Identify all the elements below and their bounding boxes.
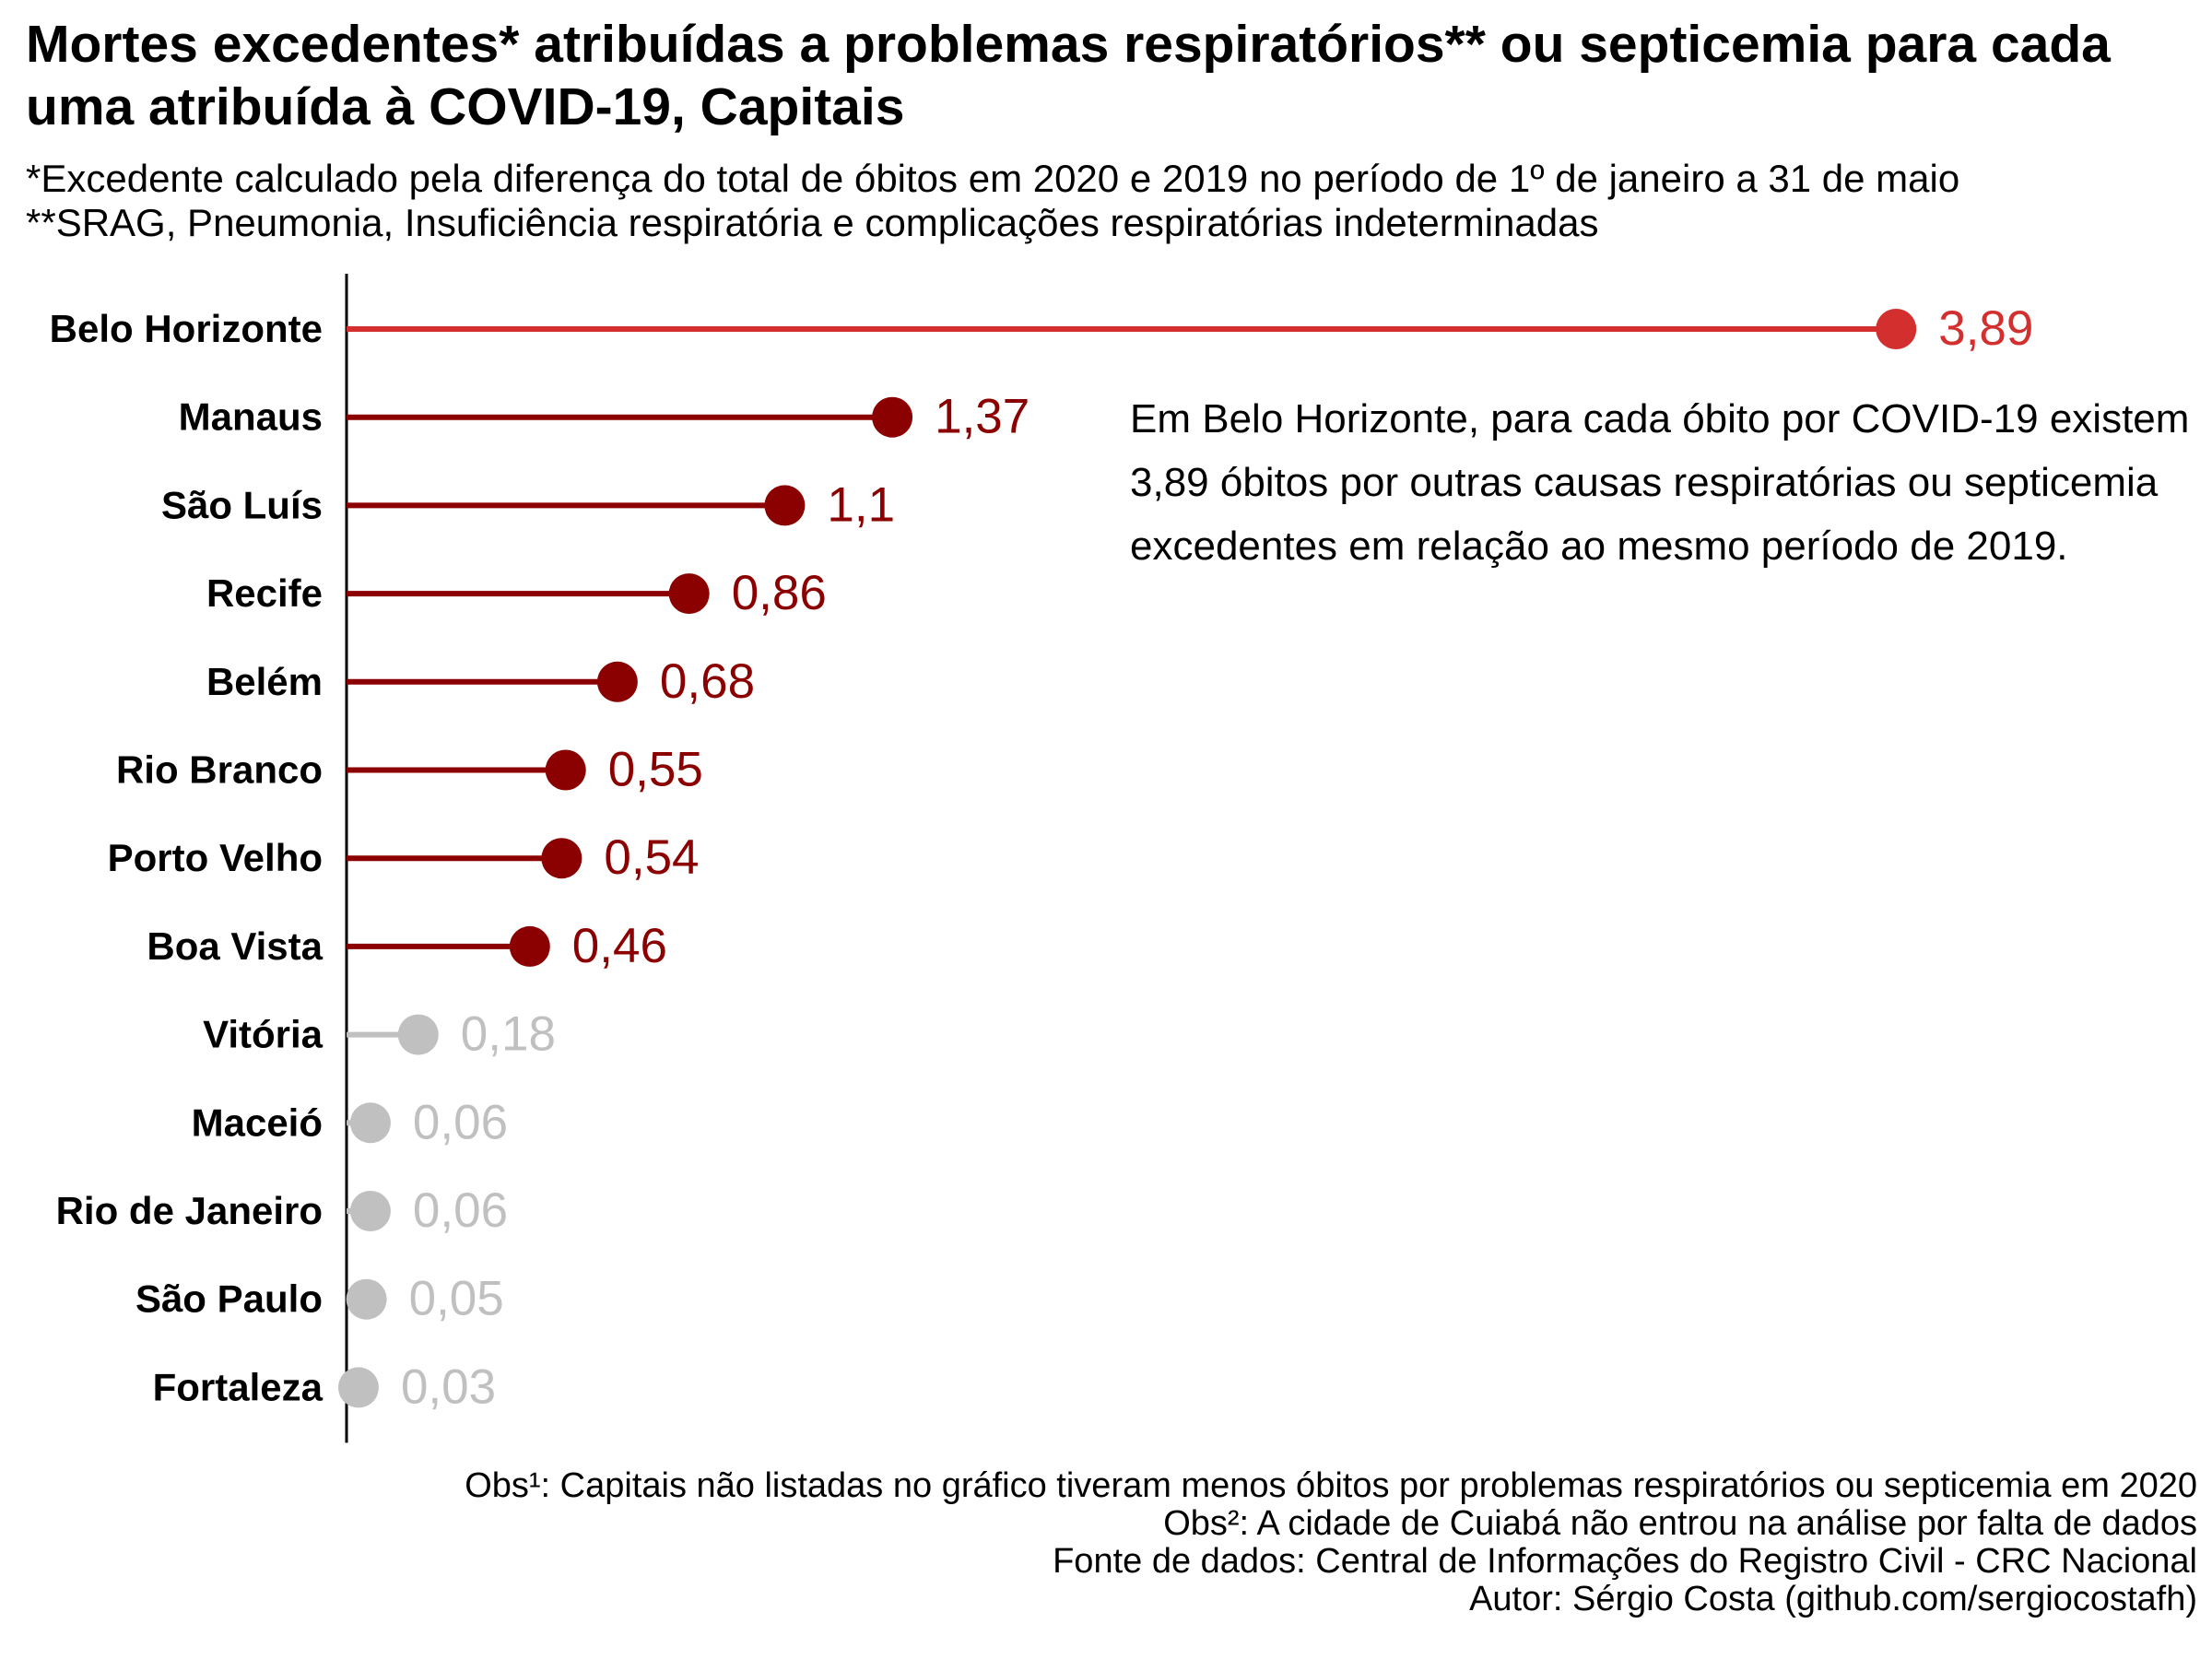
chart-title: Mortes excedentes* atribuídas a problema… — [26, 15, 2111, 136]
data-label: 0,55 — [608, 743, 703, 797]
data-label: 0,05 — [409, 1272, 504, 1326]
data-label: 0,86 — [732, 566, 827, 620]
chart-annotation: Em Belo Horizonte, para cada óbito por C… — [1130, 396, 2190, 569]
caption-line: Fonte de dados: Central de Informações d… — [1053, 1542, 2197, 1581]
category-tick-label: Belém — [206, 660, 323, 703]
data-label: 3,89 — [1938, 301, 2033, 356]
category-tick-label: Vitória — [203, 1013, 324, 1056]
lollipop-point — [349, 1102, 391, 1144]
category-tick-label: Rio de Janeiro — [56, 1189, 323, 1232]
data-label: 1,37 — [935, 390, 1030, 444]
caption-line: Obs²: A cidade de Cuiabá não entrou na a… — [1163, 1504, 2197, 1543]
lollipop-point — [346, 1278, 387, 1320]
category-tick-label: São Paulo — [135, 1277, 323, 1321]
lollipop-point — [764, 485, 806, 526]
lollipop-point — [509, 925, 550, 967]
category-tick-label: São Luís — [161, 483, 323, 526]
lollipop-point — [337, 1367, 379, 1408]
lollipop-point — [668, 573, 710, 615]
subtitle-line: *Excedente calculado pela diferença do t… — [26, 157, 1960, 200]
data-label: 0,03 — [401, 1359, 496, 1414]
lollipop-point — [349, 1191, 391, 1231]
lollipop-point — [1876, 309, 1917, 349]
data-label: 0,06 — [413, 1183, 508, 1238]
data-label: 0,18 — [461, 1007, 556, 1062]
subtitle-line: **SRAG, Pneumonia, Insuficiência respira… — [26, 201, 1599, 244]
data-label: 1,1 — [827, 477, 895, 532]
lollipop-chart: 3,89 Belo Horizonte 1,37 Manaus 1,1 São Luís 0… — [50, 274, 2033, 1443]
category-tick-label: Porto Velho — [108, 836, 323, 879]
category-tick-label: Fortaleza — [153, 1365, 324, 1408]
caption-line: Autor: Sérgio Costa (github.com/sergioco… — [1469, 1580, 2197, 1618]
chart-subtitle: *Excedente calculado pela diferença do t… — [26, 157, 2201, 245]
category-tick-label: Maceió — [192, 1100, 323, 1144]
caption-line: Obs¹: Capitais não listadas no gráfico t… — [465, 1466, 2197, 1505]
data-label: 0,46 — [572, 919, 667, 973]
lollipop-point — [541, 838, 582, 879]
lollipop-point — [596, 661, 638, 702]
data-label: 0,54 — [604, 830, 699, 885]
category-tick-label: Recife — [206, 571, 323, 615]
category-tick-label: Rio Branco — [116, 748, 323, 792]
data-label: 0,68 — [660, 654, 755, 709]
chart-caption: Obs¹: Capitais não listadas no gráfico t… — [465, 1467, 2197, 1618]
category-tick-label: Manaus — [179, 395, 323, 439]
lollipop-point — [397, 1014, 439, 1055]
lollipop-point — [545, 749, 586, 791]
category-tick-label: Belo Horizonte — [50, 307, 323, 350]
category-tick-label: Boa Vista — [147, 924, 323, 968]
data-label: 0,06 — [413, 1095, 508, 1149]
lollipop-point — [872, 396, 913, 438]
